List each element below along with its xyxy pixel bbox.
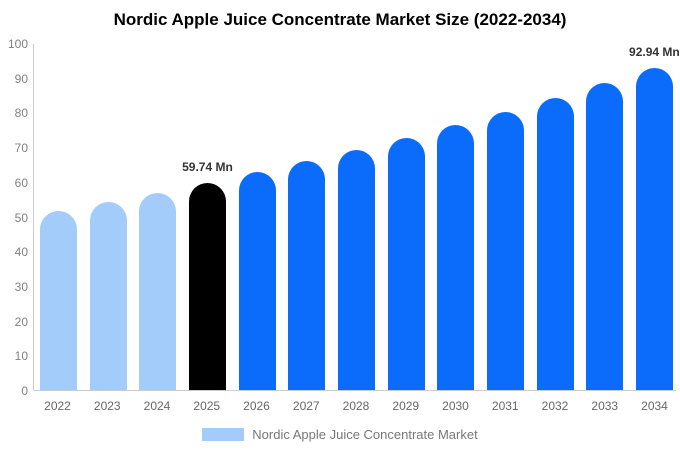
bar-2032[interactable] — [536, 97, 574, 390]
y-tick-label-0: 0 — [21, 384, 28, 398]
bar-col-2023 — [89, 201, 127, 390]
x-tick-label-2031: 2031 — [491, 399, 519, 413]
bar-col-2034: 92.94 Mn — [629, 45, 680, 390]
bar-value-label-2034: 92.94 Mn — [629, 44, 680, 59]
bar-2034[interactable] — [635, 67, 673, 390]
bar-2023[interactable] — [89, 201, 127, 390]
y-tick-label-20: 20 — [14, 314, 28, 329]
x-tick-label-2033: 2033 — [591, 399, 619, 413]
y-tick-label-60: 60 — [14, 175, 28, 190]
x-tick-label-2024: 2024 — [143, 399, 171, 413]
bar-2025[interactable] — [188, 182, 226, 390]
bar-2022[interactable] — [40, 210, 77, 390]
bars-row: 59.74 Mn 92.94 Mn — [34, 44, 680, 390]
bar-2028[interactable] — [337, 149, 375, 390]
y-tick-label-100: 100 — [7, 37, 28, 51]
y-tick-label-90: 90 — [14, 71, 28, 86]
bar-2026[interactable] — [238, 172, 276, 390]
chart-title: Nordic Apple Juice Concentrate Market Si… — [113, 10, 567, 29]
x-tick-label-2034: 2034 — [641, 399, 668, 413]
bar-col-2026 — [238, 172, 276, 390]
bar-col-2032 — [536, 97, 574, 390]
bar-col-2027 — [288, 161, 326, 390]
bar-2029[interactable] — [387, 137, 425, 390]
y-tick-label-40: 40 — [14, 245, 28, 260]
x-axis: 2022 2023 2024 2025 2026 2027 2028 2029 2030 2031… — [33, 399, 676, 413]
legend-swatch-icon — [202, 428, 245, 441]
x-tick-label-2029: 2029 — [392, 399, 420, 413]
bar-2031[interactable] — [486, 111, 524, 390]
x-tick-label-2028: 2028 — [342, 399, 370, 413]
y-tick-label-30: 30 — [14, 279, 28, 294]
bar-col-2025: 59.74 Mn — [182, 160, 233, 390]
x-tick-label-2027: 2027 — [292, 399, 320, 413]
y-axis: 0 10 20 30 40 50 60 70 80 90 100 — [0, 38, 28, 397]
bar-col-2024 — [139, 192, 177, 390]
plot-area: 59.74 Mn 92.94 Mn — [33, 44, 680, 391]
bar-col-2028 — [337, 149, 375, 390]
y-tick-label-80: 80 — [14, 106, 28, 121]
bar-col-2030 — [437, 124, 475, 390]
x-tick-label-2030: 2030 — [442, 399, 469, 413]
bar-value-label-2025: 59.74 Mn — [182, 159, 233, 174]
bar-col-2033 — [586, 82, 624, 390]
bar-col-2022 — [40, 210, 77, 390]
y-tick-label-50: 50 — [14, 210, 28, 225]
bar-col-2031 — [486, 111, 524, 390]
y-tick-label-70: 70 — [14, 141, 28, 156]
bar-2030[interactable] — [437, 124, 475, 390]
legend-label: Nordic Apple Juice Concentrate Market — [252, 427, 478, 442]
x-tick-label-2032: 2032 — [541, 399, 569, 413]
bar-2027[interactable] — [288, 161, 326, 390]
bar-2033[interactable] — [586, 82, 624, 390]
x-tick-label-2025: 2025 — [193, 399, 221, 413]
legend[interactable]: Nordic Apple Juice Concentrate Market — [0, 427, 680, 442]
bar-col-2029 — [387, 137, 425, 390]
x-tick-label-2022: 2022 — [44, 399, 71, 413]
bar-2024[interactable] — [139, 192, 177, 390]
y-tick-label-10: 10 — [14, 349, 28, 364]
x-tick-label-2023: 2023 — [93, 399, 121, 413]
x-tick-label-2026: 2026 — [243, 399, 270, 413]
